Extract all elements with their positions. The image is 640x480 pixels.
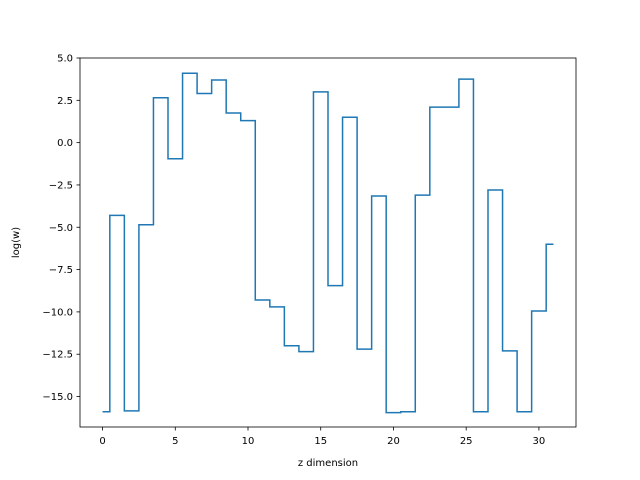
y-tick-label: −15.0 bbox=[42, 392, 73, 403]
x-tick-label: 30 bbox=[533, 436, 546, 447]
x-tick-label: 5 bbox=[172, 436, 178, 447]
x-tick-label: 0 bbox=[99, 436, 105, 447]
x-tick-label: 20 bbox=[387, 436, 400, 447]
y-tick-label: 0.0 bbox=[57, 138, 73, 149]
y-tick-label: −10.0 bbox=[42, 307, 73, 318]
x-tick-label: 25 bbox=[460, 436, 473, 447]
y-axis-ticks: −15.0 −12.5 −10.0 −7.5 −5.0 −2.5 0.0 2.5 5.0 bbox=[42, 54, 80, 403]
y-tick-label: −12.5 bbox=[42, 350, 73, 361]
axes-frame bbox=[79, 57, 577, 428]
y-tick-label: 2.5 bbox=[57, 96, 73, 107]
y-axis-label: log(w) bbox=[11, 227, 22, 258]
x-axis-ticks: 0 5 10 15 20 25 30 bbox=[99, 427, 545, 447]
x-tick-label: 15 bbox=[314, 436, 327, 447]
plot-area: 0 5 10 15 20 25 30 −15.0 −12.5 −10.0 −7.5 −5.0 −2.5… bbox=[42, 54, 577, 447]
y-tick-label: −5.0 bbox=[49, 223, 73, 234]
y-tick-label: −7.5 bbox=[49, 265, 73, 276]
x-axis-label: z dimension bbox=[298, 458, 358, 469]
x-tick-label: 10 bbox=[242, 436, 255, 447]
y-tick-label: 5.0 bbox=[57, 54, 73, 65]
series-line-0 bbox=[102, 72, 554, 414]
y-tick-label: −2.5 bbox=[49, 180, 73, 191]
series-layer bbox=[102, 72, 554, 414]
